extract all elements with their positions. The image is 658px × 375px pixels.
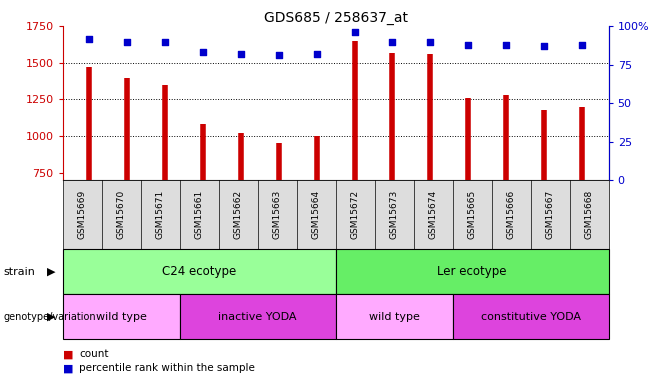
- Text: GSM15671: GSM15671: [155, 190, 164, 239]
- Text: ▶: ▶: [47, 267, 56, 277]
- Text: GSM15661: GSM15661: [195, 190, 203, 239]
- Point: [274, 53, 284, 58]
- Text: C24 ecotype: C24 ecotype: [162, 266, 236, 278]
- Point: [84, 36, 94, 42]
- Point: [501, 42, 511, 48]
- Point: [577, 42, 588, 48]
- Point: [425, 39, 436, 45]
- Point: [160, 39, 170, 45]
- Text: GSM15663: GSM15663: [272, 190, 282, 239]
- Text: strain: strain: [3, 267, 35, 277]
- Point: [236, 51, 246, 57]
- Text: GSM15672: GSM15672: [351, 190, 359, 239]
- Text: genotype/variation: genotype/variation: [3, 312, 96, 322]
- Text: GSM15674: GSM15674: [428, 190, 438, 239]
- Text: count: count: [79, 350, 109, 359]
- Text: ■: ■: [63, 350, 73, 359]
- Text: GSM15662: GSM15662: [234, 190, 243, 239]
- Text: inactive YODA: inactive YODA: [218, 312, 297, 322]
- Text: Ler ecotype: Ler ecotype: [438, 266, 507, 278]
- Text: GSM15668: GSM15668: [585, 190, 594, 239]
- Point: [349, 29, 360, 35]
- Point: [539, 43, 549, 49]
- Text: constitutive YODA: constitutive YODA: [480, 312, 580, 322]
- Text: GSM15670: GSM15670: [116, 190, 126, 239]
- Text: GSM15665: GSM15665: [468, 190, 476, 239]
- Point: [387, 39, 397, 45]
- Text: ■: ■: [63, 363, 73, 373]
- Point: [122, 39, 132, 45]
- Point: [463, 42, 474, 48]
- Text: GSM15664: GSM15664: [312, 190, 320, 239]
- Title: GDS685 / 258637_at: GDS685 / 258637_at: [264, 11, 407, 25]
- Text: wild type: wild type: [95, 312, 147, 322]
- Text: GSM15673: GSM15673: [390, 190, 399, 239]
- Text: GSM15666: GSM15666: [507, 190, 516, 239]
- Text: wild type: wild type: [368, 312, 420, 322]
- Text: percentile rank within the sample: percentile rank within the sample: [79, 363, 255, 373]
- Point: [311, 51, 322, 57]
- Text: ▶: ▶: [47, 312, 56, 322]
- Text: GSM15669: GSM15669: [78, 190, 86, 239]
- Point: [197, 50, 208, 55]
- Text: GSM15667: GSM15667: [545, 190, 555, 239]
